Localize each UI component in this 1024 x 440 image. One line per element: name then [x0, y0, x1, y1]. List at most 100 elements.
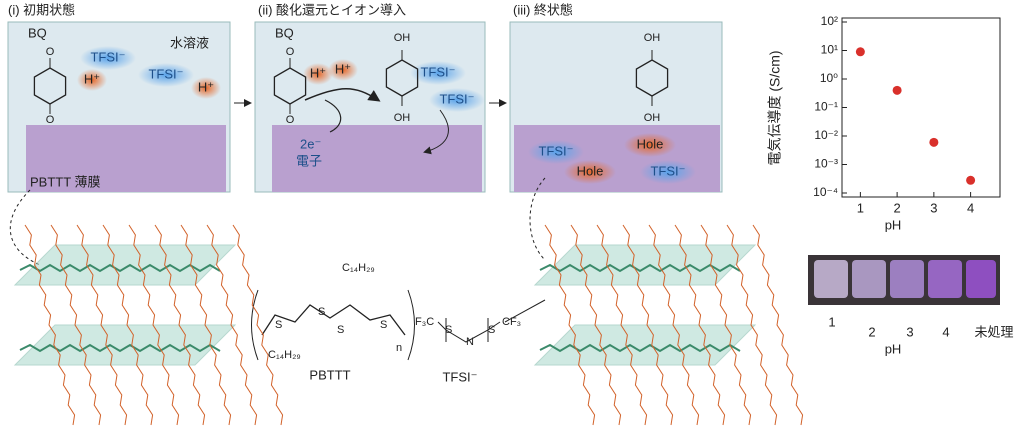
- side-chain: [154, 224, 206, 426]
- chain: [539, 343, 741, 353]
- plot-frame: [841, 17, 1001, 198]
- x-tick-label: 3: [930, 200, 937, 215]
- label: PBTTT 薄膜: [30, 174, 101, 189]
- atom: S: [318, 306, 325, 318]
- panel-title: (i) 初期状態: [8, 2, 75, 17]
- label: 水溶液: [170, 35, 209, 50]
- side-chain: [674, 224, 726, 426]
- side-chain: [622, 224, 674, 426]
- side-chain: [180, 224, 232, 426]
- slab: [13, 324, 237, 366]
- atom: n: [396, 342, 402, 354]
- atom: N: [466, 336, 474, 348]
- arrow: [304, 88, 381, 102]
- chain: [539, 263, 741, 273]
- connector: [529, 177, 546, 261]
- ion: Hole: [637, 136, 664, 151]
- chain: [19, 343, 221, 353]
- connector: [9, 189, 41, 266]
- atom: S: [275, 319, 282, 331]
- ion: TFSI⁻: [650, 163, 685, 178]
- point: [966, 175, 976, 185]
- atom: OH: [644, 112, 661, 124]
- ion: TFSI⁻: [439, 91, 474, 106]
- atom: O: [286, 114, 295, 126]
- y-tick-label: 10⁻²: [814, 128, 838, 142]
- atom: O: [286, 46, 295, 58]
- atom: S: [445, 324, 452, 336]
- y-tick-label: 10²: [821, 14, 838, 28]
- x-tick-label: 2: [893, 200, 900, 215]
- atom: S: [488, 324, 495, 336]
- side-chain: [570, 224, 622, 426]
- side-chain: [24, 224, 76, 426]
- y-tick-label: 10¹: [821, 43, 838, 57]
- atom: C₁₄H₂₉: [268, 349, 301, 361]
- label: 電子: [296, 153, 322, 168]
- point: [892, 85, 902, 95]
- side-chain: [76, 224, 128, 426]
- side-chain: [128, 224, 180, 426]
- label: 4: [942, 324, 949, 339]
- ion: H⁺: [310, 65, 326, 80]
- slab: [533, 324, 757, 366]
- label: 未処理: [974, 324, 1013, 339]
- label: 3: [906, 324, 913, 339]
- slab: [13, 244, 237, 286]
- side-chain: [206, 224, 258, 426]
- ion: TFSI⁻: [90, 49, 125, 64]
- arrow: [423, 109, 449, 155]
- ion: H⁺: [198, 79, 214, 94]
- y-tick-label: 10⁻⁴: [813, 185, 838, 199]
- side-chain: [596, 224, 648, 426]
- side-chain: [232, 224, 284, 426]
- point: [855, 47, 865, 57]
- bond: [261, 304, 406, 336]
- x-axis-label: pH: [885, 217, 902, 232]
- ion: H⁺: [335, 61, 351, 76]
- atom: O: [46, 114, 55, 126]
- label: 1: [828, 314, 835, 329]
- bracket: [251, 289, 415, 361]
- slab: [533, 244, 757, 286]
- panel-title: (ii) 酸化還元とイオン導入: [258, 2, 406, 17]
- x-tick-label: 4: [967, 200, 974, 215]
- y-tick-label: 10⁰: [820, 71, 838, 85]
- side-chain: [50, 224, 102, 426]
- atom: S: [380, 319, 387, 331]
- label: PBTTT: [309, 367, 350, 382]
- atom: OH: [394, 32, 411, 44]
- label: BQ: [275, 25, 294, 40]
- decoration: [7, 21, 1000, 426]
- side-chain: [102, 224, 154, 426]
- film: [26, 125, 226, 192]
- label: 2e⁻: [300, 136, 321, 151]
- atom: F₃C: [415, 316, 434, 328]
- side-chain: [752, 224, 804, 426]
- ion: TFSI⁻: [148, 66, 183, 81]
- label: pH: [885, 341, 902, 356]
- side-chain: [726, 224, 778, 426]
- panel-title: (iii) 終状態: [513, 2, 573, 17]
- bond: [437, 299, 546, 343]
- side-chain: [544, 224, 596, 426]
- arrow: [324, 99, 342, 133]
- x-tick-label: 1: [857, 200, 864, 215]
- side-chain: [648, 224, 700, 426]
- label: 2: [868, 324, 875, 339]
- atom: O: [46, 46, 55, 58]
- ion: TFSI⁻: [538, 143, 573, 158]
- atom: C₁₄H₂₉: [342, 262, 375, 274]
- ion: TFSI⁻: [420, 64, 455, 79]
- ion: H⁺: [84, 71, 100, 86]
- atom: OH: [394, 112, 411, 124]
- atom: CF₃: [502, 316, 521, 328]
- label: BQ: [28, 25, 47, 40]
- y-tick-label: 10⁻¹: [814, 100, 838, 114]
- chain: [19, 263, 221, 273]
- atom: OH: [644, 32, 661, 44]
- y-axis-label: 電気伝導度 (S/cm): [767, 50, 783, 165]
- point: [929, 137, 939, 147]
